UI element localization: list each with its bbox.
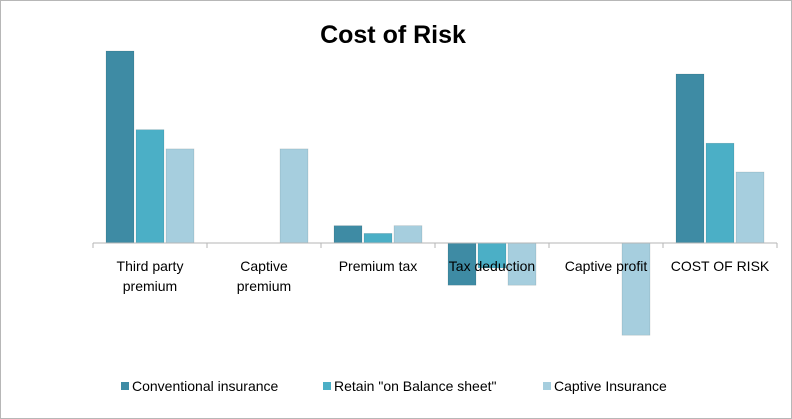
x-tick-label: premium — [237, 278, 291, 294]
x-tick-label: Third party — [117, 258, 184, 274]
bar-series2-cat3 — [363, 233, 393, 244]
legend-label: Retain "on Balance sheet" — [334, 378, 497, 394]
x-axis-ticks — [92, 243, 778, 248]
bar-series3-cat3 — [393, 225, 423, 244]
x-tick-label: premium — [123, 278, 177, 294]
x-axis-labels: Third party premium Captive premium Premium … — [117, 258, 770, 294]
bar-series3-cat2 — [279, 148, 309, 244]
bar-series3-cat1 — [165, 148, 195, 244]
bars-group — [105, 50, 765, 336]
bar-series1-cat3 — [333, 225, 363, 244]
bar-series1-cat1 — [105, 50, 135, 244]
bar-series3-cat5 — [621, 242, 651, 336]
bar-series2-cat1 — [135, 129, 165, 244]
bar-series1-cat4 — [447, 242, 477, 286]
x-tick-label: COST OF RISK — [671, 258, 770, 274]
legend-label: Captive Insurance — [554, 378, 667, 394]
x-tick-label: Tax deduction — [449, 258, 535, 274]
x-tick-label: Premium tax — [339, 258, 418, 274]
legend-swatch — [323, 382, 331, 390]
x-tick-label: Captive profit — [565, 258, 648, 274]
bar-series2-cat6 — [705, 142, 735, 244]
chart-title: Cost of Risk — [320, 21, 466, 49]
bar-series3-cat6 — [735, 171, 765, 244]
legend-swatch — [543, 382, 551, 390]
legend: Conventional insurance Retain "on Balance… — [121, 378, 667, 394]
bar-series1-cat6 — [675, 73, 705, 244]
x-tick-label: Captive — [240, 258, 288, 274]
bar-series3-cat4 — [507, 242, 537, 286]
legend-label: Conventional insurance — [132, 378, 279, 394]
legend-swatch — [121, 382, 129, 390]
